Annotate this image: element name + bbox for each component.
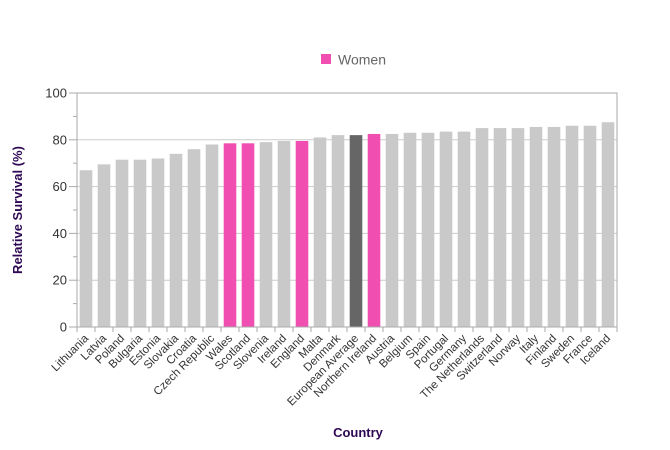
- bar: [151, 158, 165, 327]
- x-axis-title: Country: [333, 425, 384, 440]
- bar: [565, 125, 579, 327]
- legend-label-women: Women: [338, 52, 386, 68]
- bar: [385, 133, 399, 327]
- bar: [457, 131, 471, 327]
- bar: [601, 122, 615, 327]
- bar: [439, 131, 453, 327]
- bar: [241, 143, 255, 327]
- y-axis-title: Relative Survival (%): [10, 146, 25, 274]
- bar: [475, 128, 489, 327]
- bar: [331, 135, 345, 327]
- y-tick-label: 80: [53, 132, 67, 147]
- bar: [349, 135, 363, 327]
- bar: [583, 125, 597, 327]
- y-tick-label: 100: [45, 86, 67, 101]
- bar: [493, 128, 507, 327]
- x-axis-ticks: LithuaniaLatviaPolandBulgariaEstoniaSlov…: [50, 327, 618, 408]
- legend: Women: [321, 52, 386, 68]
- y-tick-label: 40: [53, 226, 67, 241]
- bar: [169, 153, 183, 327]
- gridlines: [77, 139, 617, 281]
- bar: [403, 132, 417, 327]
- bar: [187, 149, 201, 327]
- bar: [313, 137, 327, 327]
- bar: [295, 140, 309, 327]
- bar: [79, 170, 93, 327]
- bar: [547, 126, 561, 328]
- bar: [277, 140, 291, 327]
- bar: [529, 126, 543, 328]
- legend-swatch-women: [321, 54, 331, 64]
- y-axis-ticks: 0 20 40 60 80 100: [45, 86, 77, 335]
- bar: [223, 143, 237, 327]
- bar: [367, 133, 381, 327]
- bars: [79, 122, 615, 328]
- bar: [133, 159, 147, 327]
- y-tick-label: 60: [53, 179, 67, 194]
- bar: [115, 159, 129, 327]
- y-tick-label: 0: [60, 320, 67, 335]
- bar: [421, 132, 435, 327]
- bar: [511, 128, 525, 327]
- bar: [97, 164, 111, 327]
- y-tick-label: 20: [53, 273, 67, 288]
- bar: [205, 144, 219, 327]
- bar: [259, 142, 273, 327]
- plot-frame: [76, 92, 618, 328]
